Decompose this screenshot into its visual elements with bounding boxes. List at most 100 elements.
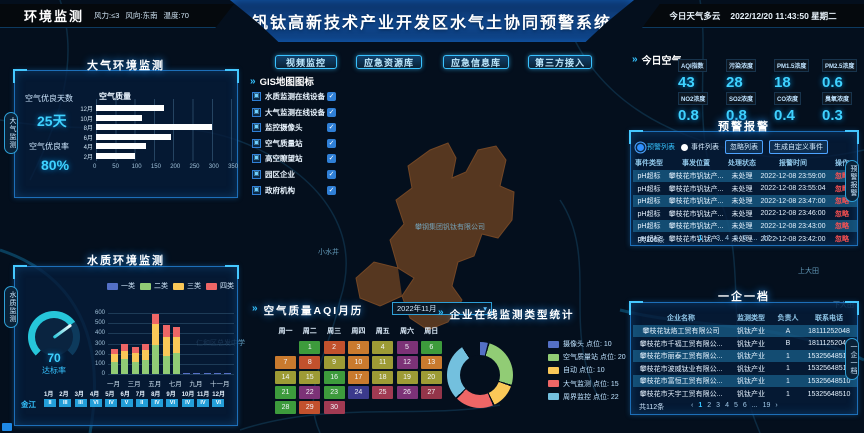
river-grade-cell[interactable]: VI [89, 399, 102, 407]
river-grade-cell[interactable]: II [44, 399, 56, 407]
ignore-action[interactable]: 忽略 [835, 185, 849, 193]
checkbox-checked-icon[interactable]: ✓ [327, 107, 336, 117]
river-grade-cell[interactable]: II [135, 399, 148, 407]
page-5[interactable]: 5 [733, 402, 738, 409]
gis-layer-item[interactable]: ▣ 空气质量站 ✓ [252, 137, 336, 150]
tab-预警列表[interactable]: 预警列表 [637, 142, 675, 152]
page-17[interactable]: 17 [762, 235, 771, 242]
page-2[interactable]: 2 [707, 402, 712, 409]
river-grade-cell[interactable]: IV [105, 399, 118, 407]
table-row[interactable]: pH超标 攀枝花市钒钛产... 未处理 2022-12-08 23:47:00 忽略 [633, 195, 857, 208]
table-row[interactable]: 攀枝花市波威钛业有限公... 钒钛产业 1 15325648510 [633, 363, 857, 375]
gis-layer-item[interactable]: ▣ 高空瞭望站 ✓ [252, 152, 336, 165]
river-grade-cell[interactable]: V [120, 399, 133, 407]
page-5[interactable]: 5 [733, 235, 738, 242]
calendar-day-20[interactable]: 20 [420, 371, 442, 384]
ignore-action[interactable]: 忽略 [835, 198, 849, 206]
calendar-day-13[interactable]: 13 [420, 356, 442, 369]
calendar-day-7[interactable]: 7 [275, 356, 296, 369]
checkbox-checked-icon[interactable]: ✓ [327, 138, 336, 148]
table-row[interactable]: pH超标 攀枝花市钒钛产... 未处理 2022-12-08 23:55:04 忽略 [633, 183, 857, 195]
calendar-day-8[interactable]: 8 [299, 356, 321, 369]
menu-button-3[interactable]: 应急信息库 [443, 55, 509, 69]
checkbox-checked-icon[interactable]: ✓ [327, 185, 336, 195]
ignore-action[interactable]: 忽略 [835, 223, 849, 231]
next-page-icon[interactable]: › [775, 402, 778, 409]
button-生成自定义事件[interactable]: 生成自定义事件 [769, 140, 828, 154]
ignore-action[interactable]: 忽略 [835, 210, 849, 218]
calendar-day-1[interactable]: 1 [299, 341, 321, 354]
calendar-day-4[interactable]: 4 [372, 341, 394, 354]
table-row[interactable]: 攀枝花市富恒工贸有限公... 钒钛产业 1 15325648510 [633, 375, 857, 388]
river-grade-cell[interactable]: III [74, 399, 87, 407]
page-2[interactable]: 2 [707, 235, 712, 242]
side-tab-enterprise[interactable]: 一企一档 [845, 338, 859, 380]
calendar-day-25[interactable]: 25 [372, 386, 394, 399]
table-row[interactable]: 攀枝花市天宇工贸有限公... 钒钛产业 1 15325648510 [633, 388, 857, 400]
river-grade-cell[interactable]: IV [181, 399, 194, 407]
checkbox-checked-icon[interactable]: ✓ [327, 123, 336, 133]
checkbox-checked-icon[interactable]: ✓ [327, 154, 336, 164]
page-6[interactable]: 6 [742, 235, 747, 242]
page-...[interactable]: ... [751, 402, 758, 409]
calendar-day-17[interactable]: 17 [347, 371, 369, 384]
prev-page-icon[interactable]: ‹ [691, 235, 694, 242]
page-4[interactable]: 4 [725, 402, 729, 409]
page-1[interactable]: 1 [698, 402, 703, 409]
calendar-day-30[interactable]: 30 [323, 401, 345, 414]
side-tab-water-monitor[interactable]: 水质监测 [4, 286, 18, 328]
calendar-day-2[interactable]: 2 [323, 341, 345, 354]
side-tab-air-monitor[interactable]: 大气监测 [4, 112, 18, 154]
page-4[interactable]: 4 [725, 235, 729, 242]
menu-button-4[interactable]: 第三方接入 [528, 55, 592, 69]
calendar-day-14[interactable]: 14 [275, 371, 296, 384]
corner-icon[interactable] [2, 423, 12, 431]
calendar-day-12[interactable]: 12 [396, 356, 418, 369]
prev-page-icon[interactable]: ‹ [691, 402, 694, 409]
river-grade-cell[interactable]: VI [212, 399, 225, 407]
river-grade-cell[interactable]: IV [197, 399, 209, 407]
ignore-action[interactable]: 忽略 [835, 236, 849, 243]
calendar-day-3[interactable]: 3 [347, 341, 369, 354]
table-row[interactable]: pH超标 攀枝花市钒钛产... 未处理 2022-12-08 23:43:00 忽略 [633, 220, 857, 233]
menu-button-1[interactable]: 视频监控 [275, 55, 337, 69]
calendar-day-23[interactable]: 23 [323, 386, 345, 399]
gis-layer-item[interactable]: ▣ 园区企业 ✓ [252, 168, 336, 181]
calendar-day-10[interactable]: 10 [347, 356, 369, 369]
calendar-day-15[interactable]: 15 [299, 371, 321, 384]
button-忽略列表[interactable]: 忽略列表 [725, 140, 763, 154]
table-row[interactable]: pH超标 攀枝花市钒钛产... 未处理 2022-12-08 23:46:00 忽略 [633, 208, 857, 220]
calendar-day-5[interactable]: 5 [396, 341, 418, 354]
table-row[interactable]: 攀枝花市丽泰工贸有限公... 钒钛产业 1 15325648510 [633, 350, 857, 363]
calendar-day-9[interactable]: 9 [323, 356, 345, 369]
calendar-day-21[interactable]: 21 [275, 386, 296, 399]
calendar-day-28[interactable]: 28 [275, 401, 296, 414]
table-row[interactable]: 攀枝花钛烙工贸有限公司 钒钛产业 A 18111252048 [633, 325, 857, 337]
page-19[interactable]: 19 [762, 402, 771, 409]
side-tab-alarm[interactable]: 预警报警 [845, 160, 859, 202]
calendar-day-19[interactable]: 19 [396, 371, 418, 384]
page-3[interactable]: 3 [716, 235, 721, 242]
calendar-day-29[interactable]: 29 [299, 401, 321, 414]
menu-button-2[interactable]: 应急资源库 [356, 55, 422, 69]
gis-layer-item[interactable]: ▣ 政府机构 ✓ [252, 184, 336, 197]
calendar-day-6[interactable]: 6 [420, 341, 442, 354]
page-3[interactable]: 3 [716, 402, 721, 409]
month-select-dropdown[interactable]: 2022年11月 ▾ [392, 302, 492, 315]
river-grade-cell[interactable]: VI [166, 399, 179, 407]
checkbox-checked-icon[interactable]: ✓ [327, 170, 336, 179]
page-6[interactable]: 6 [742, 402, 747, 409]
calendar-day-24[interactable]: 24 [347, 386, 369, 399]
table-row[interactable]: 攀枝花市千福工贸有限公... 钒钛产业 B 18111252048 [633, 338, 857, 350]
river-grade-cell[interactable]: IV [151, 399, 164, 407]
calendar-day-18[interactable]: 18 [372, 371, 394, 384]
calendar-day-11[interactable]: 11 [372, 356, 394, 369]
river-grade-cell[interactable]: III [59, 399, 72, 407]
calendar-day-26[interactable]: 26 [396, 386, 418, 399]
checkbox-checked-icon[interactable]: ✓ [327, 92, 336, 101]
gis-layer-item[interactable]: ▣ 水质监测在线设备 ✓ [252, 90, 336, 103]
table-row[interactable]: pH超标 攀枝花市钒钛产... 未处理 2022-12-08 23:59:00 忽略 [633, 170, 857, 182]
table-row[interactable]: pH超标 攀枝花市钒钛产... 未处理 2022-12-08 23:42:00 忽略 [633, 233, 857, 245]
page-...[interactable]: ... [751, 235, 758, 242]
